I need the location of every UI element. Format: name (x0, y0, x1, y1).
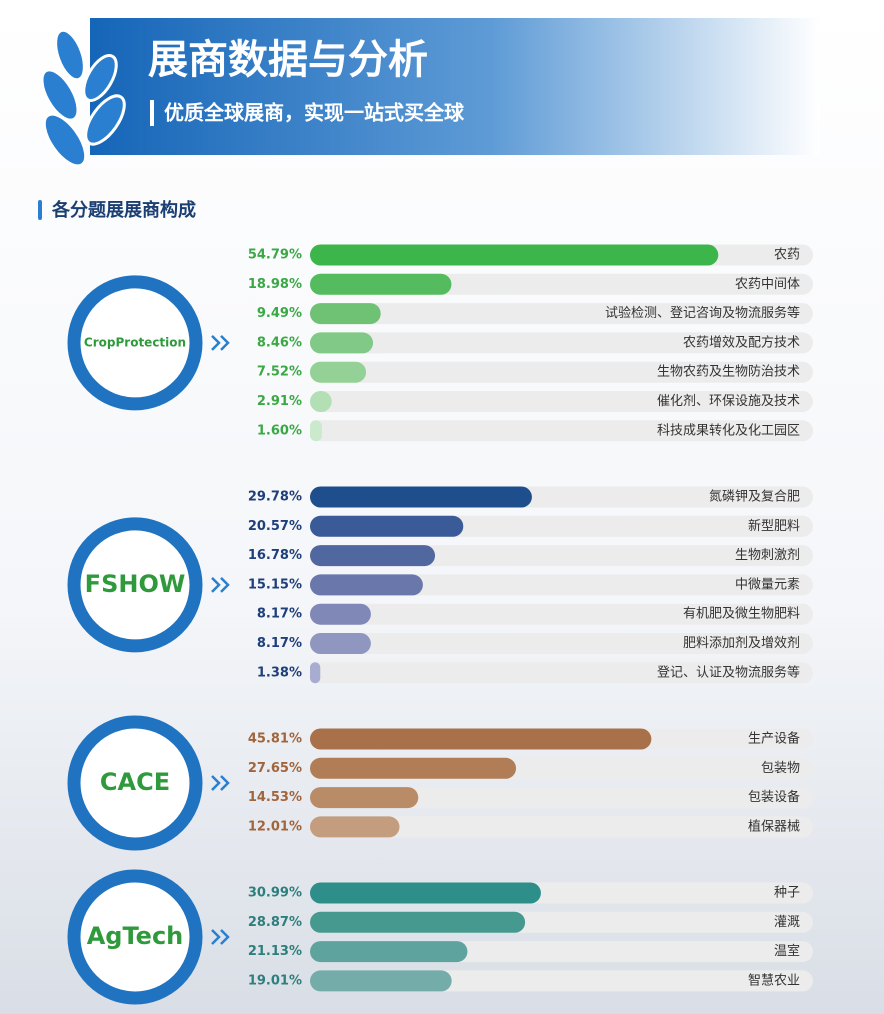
subtitle-bar (150, 100, 154, 126)
chevron (211, 577, 230, 593)
bar-track (310, 332, 813, 354)
chevron (211, 335, 230, 351)
bar (310, 515, 464, 537)
title: 展商数据与分析 (148, 37, 428, 83)
value-label: 29.78% (248, 490, 302, 505)
category-label: 灌溉 (774, 915, 800, 930)
value-label: 45.81% (248, 732, 302, 747)
bar (310, 332, 374, 354)
bar-track (310, 816, 813, 838)
section-title: 各分题展展商构成 (51, 199, 196, 221)
subtitle: 优质全球展商，实现一站式买全球 (164, 101, 465, 125)
value-label: 54.79% (248, 248, 302, 263)
category-label: 新型肥料 (748, 518, 800, 534)
category-label: 生物刺激剂 (735, 548, 800, 563)
category-label: 生产设备 (748, 731, 800, 747)
bar (310, 728, 652, 750)
bar-track (310, 545, 813, 567)
bar (310, 545, 436, 567)
logo-ring (67, 275, 203, 411)
value-label: 30.99% (248, 886, 302, 901)
value-label: 8.46% (257, 335, 302, 350)
bar (310, 391, 332, 412)
value-label: 18.98% (248, 277, 302, 292)
bar-track (310, 361, 813, 383)
category-label: 催化剂、环保设施及技术 (657, 394, 800, 409)
value-label: 28.87% (248, 915, 302, 930)
logo: CACE (100, 768, 170, 796)
category-label: 农药中间体 (735, 277, 800, 292)
chevron (211, 775, 230, 791)
category-label: 包装物 (761, 761, 800, 776)
category-label: 植保器械 (748, 819, 800, 834)
value-label: 19.01% (248, 973, 302, 988)
value-label: 21.13% (248, 944, 302, 959)
logo-ring (67, 715, 203, 851)
bar-track (310, 603, 813, 625)
category-label: 智慧农业 (748, 972, 800, 988)
category-label: 农药 (774, 248, 800, 263)
value-label: 12.01% (248, 819, 302, 834)
value-label: 7.52% (257, 365, 302, 380)
leaf-icon (40, 28, 126, 168)
bar (310, 662, 321, 684)
bar (310, 882, 541, 904)
bar (310, 486, 532, 508)
category-label: 氮磷钾及复合肥 (709, 490, 800, 505)
category-label: 科技成果转化及化工园区 (657, 423, 800, 438)
value-label: 27.65% (248, 761, 302, 776)
bar (310, 911, 526, 933)
logo-ring (67, 869, 203, 1005)
bar-track (310, 662, 813, 684)
value-label: 16.78% (248, 548, 302, 563)
category-label: 农药增效及配方技术 (683, 334, 800, 350)
value-label: 2.91% (257, 394, 302, 409)
bar (310, 574, 423, 596)
value-label: 8.17% (257, 607, 302, 622)
bar (310, 420, 322, 442)
category-label: 包装设备 (748, 789, 800, 805)
logo-ring (67, 517, 203, 653)
bar (310, 244, 719, 266)
logo: CropProtection (84, 335, 186, 349)
category-label: 登记、认证及物流服务等 (657, 664, 800, 680)
category-label: 中微量元素 (735, 577, 800, 592)
bar (310, 816, 400, 838)
bar (310, 303, 381, 325)
category-label: 温室 (774, 943, 800, 959)
bar (310, 757, 517, 779)
bar-track (310, 574, 813, 596)
chevron (211, 929, 230, 945)
value-label: 8.17% (257, 636, 302, 651)
value-label: 1.60% (257, 423, 302, 438)
header-band (90, 18, 820, 155)
bar-track (310, 391, 813, 412)
category-label: 生物农药及生物防治技术 (657, 364, 800, 380)
category-label: 种子 (774, 886, 800, 901)
bar (310, 941, 468, 963)
bar (310, 787, 419, 809)
bar-track (310, 633, 813, 654)
value-label: 14.53% (248, 790, 302, 805)
logo: FSHOW (85, 570, 186, 598)
value-label: 15.15% (248, 577, 302, 592)
value-label: 1.38% (257, 665, 302, 680)
section-bar (38, 200, 42, 220)
bar (310, 603, 371, 625)
logo: AgTech (87, 922, 184, 950)
category-label: 试验检测、登记咨询及物流服务等 (605, 305, 800, 321)
bar (310, 273, 452, 295)
bar-track (310, 787, 813, 809)
bar (310, 633, 371, 654)
bar (310, 970, 452, 992)
value-label: 20.57% (248, 519, 302, 534)
category-label: 肥料添加剂及增效剂 (683, 636, 800, 651)
value-label: 9.49% (257, 306, 302, 321)
bar-track (310, 420, 813, 442)
category-label: 有机肥及微生物肥料 (683, 607, 800, 622)
bar-track (310, 303, 813, 325)
bar (310, 361, 367, 383)
